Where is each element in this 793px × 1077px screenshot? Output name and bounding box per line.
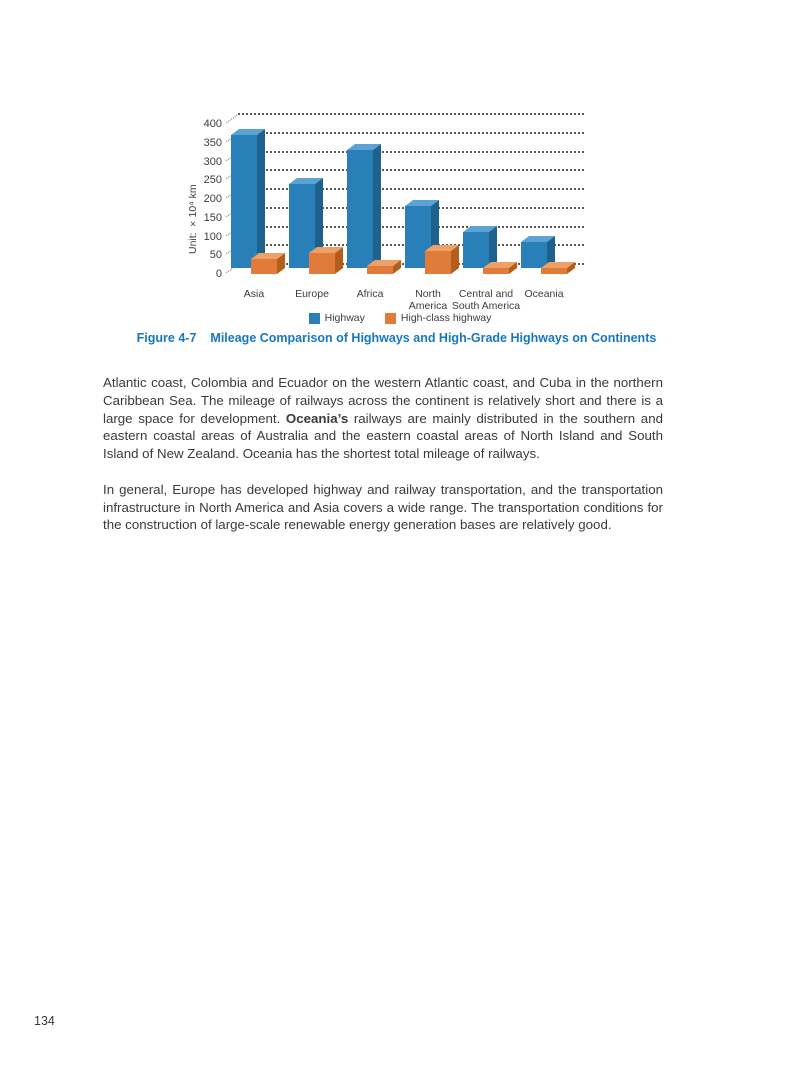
paragraph-1-start: Atlantic coast, Colombia and Ecuador on …	[103, 375, 663, 426]
gridline-250	[238, 169, 584, 172]
bar-highway-2	[347, 143, 381, 268]
y-tick-label-400: 400	[203, 118, 222, 130]
bar-highclass-1	[309, 246, 343, 274]
chart-categories: Asia Europe Africa North America Central and…	[228, 288, 584, 316]
bar-highclass-0	[251, 252, 285, 274]
bar-face-front	[521, 242, 547, 268]
page-number: 134	[34, 1014, 55, 1028]
legend-item-1: High-class highway	[384, 312, 492, 324]
bar-face-side	[451, 244, 459, 274]
bar-highclass-5	[541, 261, 575, 274]
chart-legend: Highway High-class highway	[185, 312, 615, 324]
bar-face-front	[231, 135, 257, 268]
paragraph-2: In general, Europe has developed highway…	[103, 481, 663, 533]
figure-caption-title: Mileage Comparison of Highways and High-…	[210, 331, 657, 345]
legend-item-0: Highway	[308, 312, 365, 324]
bar-face-side	[335, 246, 343, 274]
category-label-0: Asia	[243, 288, 265, 300]
figure-caption: Figure 4-7 Mileage Comparison of Highways…	[0, 331, 793, 345]
y-tick-label-300: 300	[203, 155, 222, 168]
bar-highway-4	[463, 225, 497, 268]
bar-face-side	[373, 143, 381, 268]
bar-face-front	[541, 268, 567, 274]
legend-swatch-0	[308, 312, 320, 324]
axis-tick-400	[226, 113, 239, 124]
y-tick-label-350: 350	[203, 136, 222, 149]
chart-plot: 0 50 100 150 200 250 300 350 400	[204, 112, 584, 284]
bar-face-front	[309, 253, 335, 274]
category-label-3: North America	[408, 288, 448, 312]
bar-highclass-4	[483, 261, 517, 274]
figure-caption-label: Figure 4-7	[136, 331, 197, 345]
y-tick-label-200: 200	[203, 193, 222, 205]
category-label-2: Africa	[356, 288, 384, 300]
y-tick-label-150: 150	[203, 211, 222, 224]
y-tick-label-0: 0	[215, 268, 222, 280]
category-label-5: Oceania	[524, 288, 564, 300]
y-tick-label-50: 50	[209, 249, 222, 262]
paragraph-1: Atlantic coast, Colombia and Ecuador on …	[103, 374, 663, 463]
bar-highway-5	[521, 235, 555, 268]
bar-face-front	[463, 232, 489, 268]
bar-face-front	[425, 251, 451, 274]
bar-face-front	[251, 259, 277, 274]
gridline-400	[238, 113, 584, 115]
category-label-4: Central and South America	[451, 288, 521, 312]
gridline-300	[238, 150, 584, 153]
paragraph-1-bold-term: Oceania’s	[285, 410, 349, 426]
paragraph-1-end: railways are mainly distributed in the s…	[103, 410, 663, 462]
category-label-1: Europe	[295, 288, 329, 300]
bar-highclass-2	[367, 259, 401, 274]
gridline-200	[238, 188, 584, 190]
y-tick-label-100: 100	[203, 230, 222, 243]
legend-swatch-1	[384, 312, 396, 324]
legend-label-1: High-class highway	[400, 312, 492, 324]
figure-chart: Unit: ×10⁴ km 0 50 100 150 200 250 300 350 400 A…	[185, 108, 615, 330]
gridline-350	[238, 131, 584, 134]
y-tick-label-250: 250	[203, 174, 222, 187]
bar-highway-0	[231, 128, 265, 268]
bar-highclass-3	[425, 244, 459, 274]
legend-label-0: Highway	[324, 312, 365, 324]
bar-face-side	[257, 128, 265, 268]
body-text: Atlantic coast, Colombia and Ecuador on …	[103, 374, 663, 534]
bar-face-front	[367, 266, 393, 274]
bar-face-front	[483, 268, 509, 274]
bar-face-front	[347, 150, 373, 268]
